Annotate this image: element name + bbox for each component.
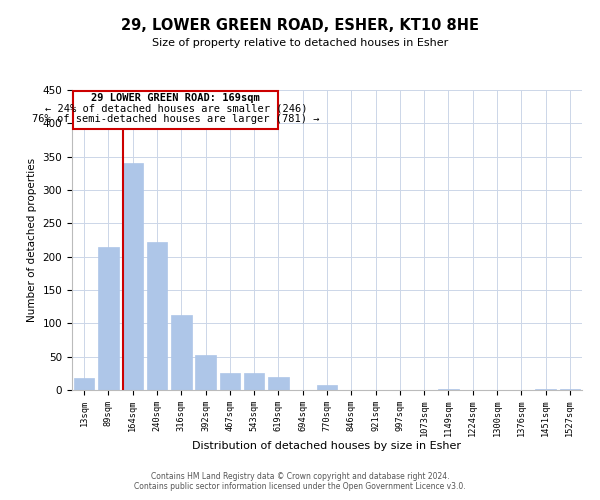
Bar: [220, 372, 240, 390]
Text: 76% of semi-detached houses are larger (781) →: 76% of semi-detached houses are larger (…: [32, 114, 320, 124]
Bar: [244, 374, 265, 390]
FancyBboxPatch shape: [73, 92, 278, 128]
Y-axis label: Number of detached properties: Number of detached properties: [27, 158, 37, 322]
X-axis label: Distribution of detached houses by size in Esher: Distribution of detached houses by size …: [193, 440, 461, 450]
Bar: [268, 376, 289, 390]
Text: Contains HM Land Registry data © Crown copyright and database right 2024.: Contains HM Land Registry data © Crown c…: [151, 472, 449, 481]
Bar: [560, 388, 580, 390]
Bar: [535, 388, 556, 390]
Bar: [171, 314, 191, 390]
Text: Size of property relative to detached houses in Esher: Size of property relative to detached ho…: [152, 38, 448, 48]
Bar: [438, 388, 459, 390]
Bar: [122, 164, 143, 390]
Bar: [74, 378, 94, 390]
Bar: [146, 242, 167, 390]
Bar: [317, 386, 337, 390]
Bar: [195, 354, 216, 390]
Text: Contains public sector information licensed under the Open Government Licence v3: Contains public sector information licen…: [134, 482, 466, 491]
Text: 29, LOWER GREEN ROAD, ESHER, KT10 8HE: 29, LOWER GREEN ROAD, ESHER, KT10 8HE: [121, 18, 479, 32]
Bar: [98, 246, 119, 390]
Text: 29 LOWER GREEN ROAD: 169sqm: 29 LOWER GREEN ROAD: 169sqm: [91, 93, 260, 103]
Text: ← 24% of detached houses are smaller (246): ← 24% of detached houses are smaller (24…: [44, 104, 307, 114]
